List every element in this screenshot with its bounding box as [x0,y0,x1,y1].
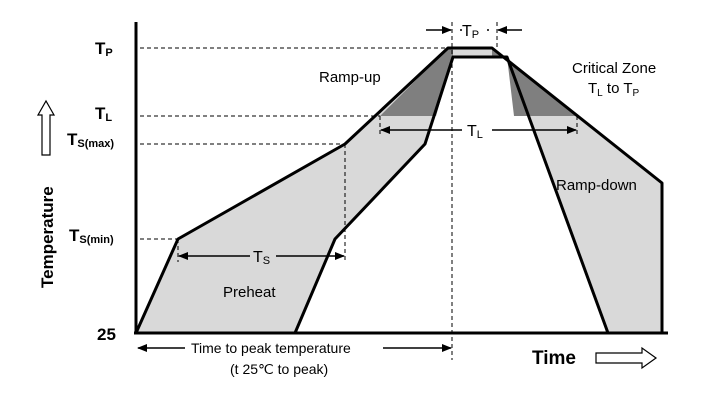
tl-span-label: TL [467,123,483,141]
ts-max-level-label: TS(max) [67,130,114,150]
time-to-peak-label: Time to peak temperature [191,340,351,356]
critical-zone-title: Critical Zone [572,60,656,77]
ramp-up-label: Ramp-up [319,69,381,86]
profile-inner-line [293,55,610,334]
critical-zone-left [380,48,453,116]
ts-span-label: TS [253,249,270,267]
tp-span-label: TP [462,23,479,41]
base-temperature-label: 25 [97,325,116,344]
tl-level-label: TL [95,104,112,124]
temperature-direction-arrow-icon [36,99,56,156]
ts-min-level-label: TS(min) [69,226,114,246]
time-direction-arrow-icon [595,346,658,370]
ramp-down-label: Ramp-down [556,177,637,194]
y-axis-title: Temperature [38,186,57,288]
time-to-peak-note: (t 25℃ to peak) [230,361,328,377]
preheat-label: Preheat [223,284,276,301]
critical-zone-range: TL to TP [588,80,639,99]
tp-level-label: TP [95,39,113,59]
x-axis-title: Time [532,348,576,369]
